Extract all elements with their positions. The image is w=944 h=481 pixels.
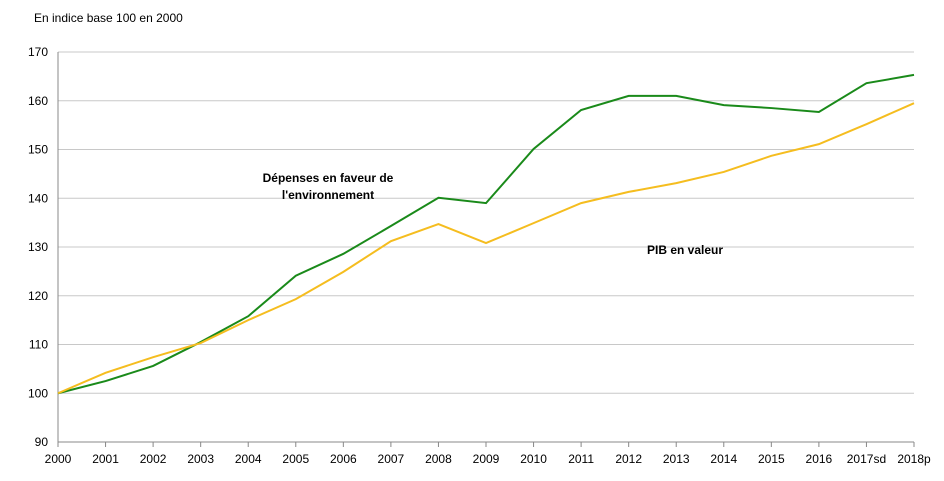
x-tick-label: 2017sd — [847, 452, 886, 466]
x-tick-label: 2016 — [806, 452, 833, 466]
x-tick-label: 2013 — [663, 452, 690, 466]
series-label: Dépenses en faveur de l'environnement — [262, 171, 394, 202]
x-tick-label: 2009 — [473, 452, 500, 466]
y-tick-label: 150 — [28, 143, 48, 157]
y-tick-label: 140 — [28, 191, 48, 205]
x-tick-label: 2010 — [520, 452, 547, 466]
y-tick-label: 110 — [29, 338, 48, 352]
x-tick-label: 2018p — [897, 452, 931, 466]
x-tick-label: 2012 — [615, 452, 642, 466]
x-tick-label: 2006 — [330, 452, 357, 466]
y-tick-label: 130 — [28, 240, 48, 254]
x-tick-label: 2004 — [235, 452, 262, 466]
x-tick-label: 2015 — [758, 452, 785, 466]
y-tick-label: 90 — [35, 435, 49, 449]
x-tick-label: 2001 — [92, 452, 119, 466]
series-line — [57, 73, 915, 395]
x-tick-label: 2005 — [282, 452, 309, 466]
x-tick-label: 2011 — [568, 452, 594, 466]
y-tick-label: 120 — [28, 289, 48, 303]
x-tick-label: 2002 — [140, 452, 167, 466]
y-tick-label: 170 — [28, 45, 48, 59]
series-label: PIB en valeur — [646, 243, 724, 257]
x-tick-label: 2008 — [425, 452, 452, 466]
x-tick-label: 2007 — [378, 452, 405, 466]
x-tick-label: 2000 — [45, 452, 72, 466]
x-tick-label: 2014 — [710, 452, 737, 466]
series-line — [57, 102, 915, 395]
y-tick-label: 160 — [28, 94, 48, 108]
y-tick-label: 100 — [28, 386, 48, 400]
chart-subtitle: En indice base 100 en 2000 — [34, 11, 183, 25]
x-tick-label: 2003 — [187, 452, 214, 466]
